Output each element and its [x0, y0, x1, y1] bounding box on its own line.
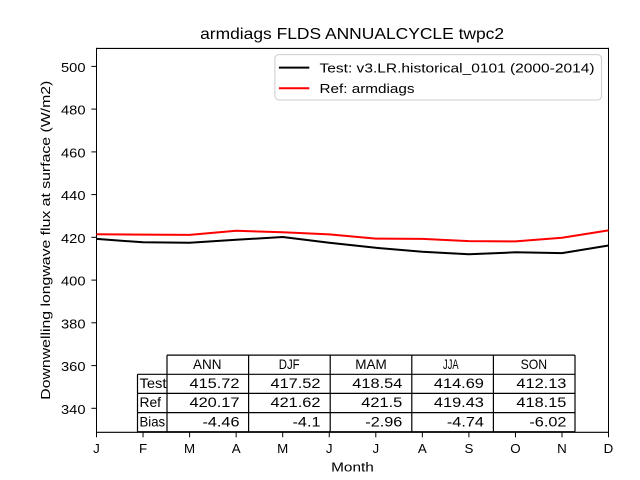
svg-text:A: A [232, 441, 241, 456]
svg-text:Downwelling longwave flux at s: Downwelling longwave flux at surface (W/… [38, 81, 53, 400]
svg-text:J: J [372, 441, 379, 456]
svg-text:418.54: 418.54 [352, 375, 402, 391]
svg-text:M: M [277, 441, 288, 456]
svg-text:-6.02: -6.02 [529, 413, 566, 429]
svg-text:421.62: 421.62 [271, 394, 321, 410]
svg-text:-2.96: -2.96 [365, 413, 402, 429]
svg-text:420: 420 [61, 231, 86, 246]
svg-text:500: 500 [61, 60, 86, 75]
svg-text:418.15: 418.15 [516, 394, 566, 410]
svg-text:415.72: 415.72 [190, 375, 240, 391]
svg-text:-4.74: -4.74 [447, 413, 484, 429]
svg-text:412.13: 412.13 [516, 375, 566, 391]
svg-text:O: O [510, 441, 520, 456]
svg-text:SON: SON [521, 356, 548, 372]
svg-text:420.17: 420.17 [190, 394, 240, 410]
svg-text:M: M [184, 441, 195, 456]
svg-text:DJF: DJF [279, 356, 300, 372]
svg-text:J: J [93, 441, 100, 456]
svg-text:J: J [326, 441, 333, 456]
svg-text:Bias: Bias [140, 413, 166, 429]
svg-text:S: S [464, 441, 473, 456]
svg-text:419.43: 419.43 [434, 394, 484, 410]
svg-text:JJA: JJA [443, 356, 459, 372]
svg-text:-4.1: -4.1 [293, 413, 321, 429]
svg-text:400: 400 [61, 274, 86, 289]
svg-text:ANN: ANN [193, 356, 222, 372]
svg-text:414.69: 414.69 [434, 375, 484, 391]
svg-text:421.5: 421.5 [361, 394, 402, 410]
svg-text:Ref: Ref [140, 394, 162, 410]
svg-text:-4.46: -4.46 [203, 413, 240, 429]
svg-text:armdiags FLDS ANNUALCYCLE twpc: armdiags FLDS ANNUALCYCLE twpc2 [200, 26, 504, 43]
svg-text:Ref: armdiags: Ref: armdiags [320, 81, 415, 96]
svg-text:Month: Month [331, 459, 374, 474]
svg-text:417.52: 417.52 [271, 375, 321, 391]
svg-text:Test: Test [140, 375, 167, 391]
svg-text:360: 360 [61, 359, 86, 374]
svg-text:N: N [557, 441, 567, 456]
svg-text:D: D [604, 441, 614, 456]
svg-text:F: F [139, 441, 147, 456]
svg-text:340: 340 [61, 402, 86, 417]
svg-text:440: 440 [61, 188, 86, 203]
svg-text:460: 460 [61, 145, 86, 160]
svg-text:A: A [418, 441, 427, 456]
svg-text:MAM: MAM [355, 356, 387, 372]
svg-text:380: 380 [61, 316, 86, 331]
svg-text:480: 480 [61, 103, 86, 118]
svg-text:Test: v3.LR.historical_0101 (2: Test: v3.LR.historical_0101 (2000-2014) [320, 60, 595, 75]
